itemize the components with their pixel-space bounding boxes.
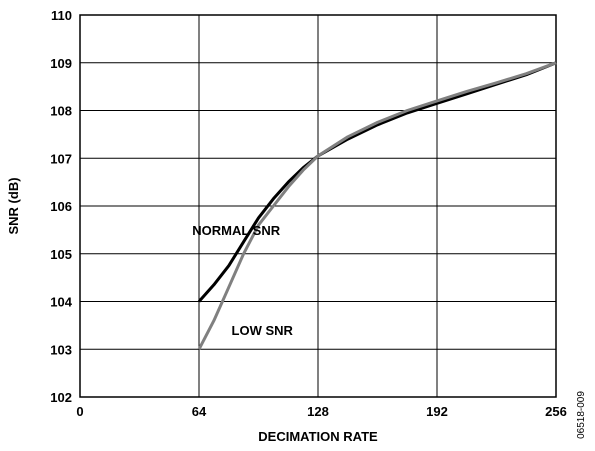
grid [80, 15, 556, 397]
y-tick-label: 107 [50, 151, 72, 166]
y-tick-label: 103 [50, 342, 72, 357]
x-tick-label: 0 [76, 404, 83, 419]
figure-id: 06518-009 [576, 391, 587, 439]
series-line-low-snr [197, 61, 557, 350]
x-tick-label: 256 [545, 404, 567, 419]
y-tick-label: 104 [50, 295, 72, 310]
y-tick-label: 105 [50, 247, 72, 262]
x-tick-label: 192 [426, 404, 448, 419]
y-tick-label: 106 [50, 199, 72, 214]
series-annotation: NORMAL SNR [192, 223, 280, 238]
y-tick-label: 109 [50, 56, 72, 71]
y-axis-label: SNR (dB) [6, 177, 21, 234]
annotations: NORMAL SNR LOW SNR [192, 223, 293, 338]
series-lines [197, 61, 557, 350]
series-annotation: LOW SNR [232, 323, 294, 338]
series-line-normal-snr [197, 61, 557, 303]
x-tick-label: 128 [307, 404, 329, 419]
x-tick-labels: 0 64 128 192 256 [76, 404, 566, 419]
y-tick-labels: 102 103 104 105 106 107 108 109 110 [50, 8, 72, 405]
plot-frame [79, 14, 557, 398]
x-axis-label: DECIMATION RATE [258, 429, 378, 444]
x-tick-label: 64 [192, 404, 207, 419]
y-tick-label: 108 [50, 104, 72, 119]
y-tick-label: 110 [51, 8, 72, 23]
y-tick-label: 102 [50, 390, 72, 405]
